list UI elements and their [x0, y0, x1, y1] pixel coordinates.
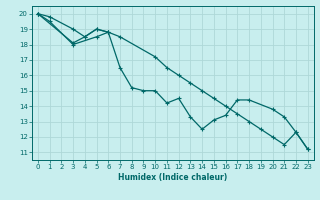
X-axis label: Humidex (Indice chaleur): Humidex (Indice chaleur): [118, 173, 228, 182]
